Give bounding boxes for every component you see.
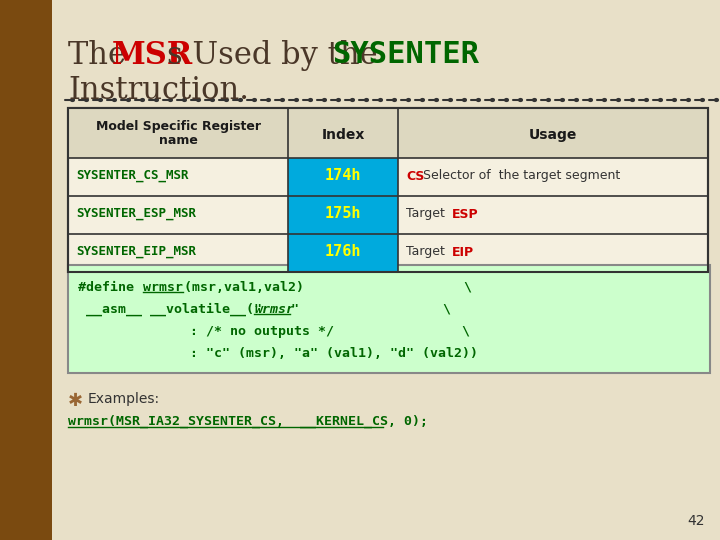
Text: The: The	[68, 40, 136, 71]
Text: Usage: Usage	[528, 128, 577, 142]
Text: name: name	[158, 134, 197, 147]
Bar	[68, 108, 708, 272]
Bar	[288, 234, 398, 272]
Text: wrmsr: wrmsr	[143, 281, 183, 294]
Text: CS: CS	[406, 170, 424, 183]
Text: SYSENTER_EIP_MSR: SYSENTER_EIP_MSR	[76, 245, 196, 258]
Text: Selector of  the target segment: Selector of the target segment	[419, 170, 620, 183]
Text: Target: Target	[406, 246, 449, 259]
Bar	[0, 0, 52, 540]
Text: 42: 42	[688, 514, 705, 528]
Text: EIP: EIP	[451, 246, 474, 259]
Text: ✱: ✱	[68, 392, 83, 410]
Text: #define: #define	[78, 281, 142, 294]
Bar	[288, 196, 398, 234]
Text: SYSENTER: SYSENTER	[332, 40, 479, 69]
Text: : "c" (msr), "a" (val1), "d" (val2)): : "c" (msr), "a" (val1), "d" (val2))	[78, 347, 478, 360]
Text: __asm__ __volatile__(": __asm__ __volatile__("	[78, 303, 262, 316]
Bar	[68, 108, 708, 272]
Text: 175h: 175h	[325, 206, 361, 221]
Text: Target: Target	[406, 207, 449, 220]
Text: Examples:: Examples:	[88, 392, 160, 406]
Text: : /* no outputs */                \: : /* no outputs */ \	[78, 325, 470, 338]
Bar	[68, 265, 710, 373]
Text: MSR: MSR	[112, 40, 193, 71]
Text: s Used by the: s Used by the	[167, 40, 387, 71]
Text: (msr,val1,val2)                    \: (msr,val1,val2) \	[184, 281, 472, 294]
Bar	[68, 108, 708, 158]
Text: Index: Index	[321, 128, 365, 142]
Text: wrmsr: wrmsr	[254, 303, 294, 316]
Text: "                  \: " \	[291, 303, 451, 316]
Text: 174h: 174h	[325, 168, 361, 184]
Text: Model Specific Register: Model Specific Register	[96, 120, 261, 133]
Text: SYSENTER_ESP_MSR: SYSENTER_ESP_MSR	[76, 206, 196, 219]
Text: ESP: ESP	[451, 207, 478, 220]
Bar	[288, 158, 398, 196]
Text: 176h: 176h	[325, 245, 361, 260]
Text: Instruction.: Instruction.	[68, 75, 249, 106]
Text: SYSENTER_CS_MSR: SYSENTER_CS_MSR	[76, 168, 189, 181]
Text: wrmsr(MSR_IA32_SYSENTER_CS,  __KERNEL_CS, 0);: wrmsr(MSR_IA32_SYSENTER_CS, __KERNEL_CS,…	[68, 415, 428, 428]
